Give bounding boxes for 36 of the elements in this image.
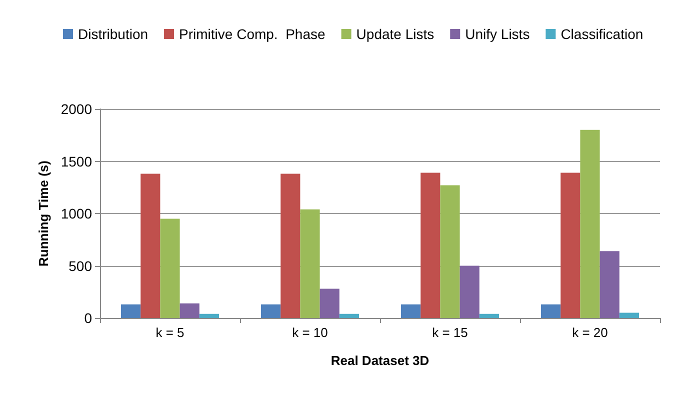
- bar: [320, 288, 340, 318]
- legend-label: Update Lists: [356, 26, 434, 42]
- bar: [420, 172, 440, 318]
- x-tick-label: k = 5: [156, 325, 184, 340]
- y-tick-label: 1500: [60, 153, 92, 170]
- legend-label: Primitive Comp. Phase: [179, 26, 326, 42]
- y-tick-label: 2000: [60, 101, 92, 117]
- bar: [160, 218, 180, 318]
- x-tick-label: k = 20: [572, 325, 608, 340]
- bar: [180, 303, 200, 318]
- y-tick-label: 1000: [60, 206, 92, 222]
- legend-label: Distribution: [78, 26, 148, 42]
- bar: [199, 314, 219, 318]
- x-tick-label: k = 10: [292, 325, 328, 340]
- bar: [261, 304, 281, 318]
- bar: [401, 304, 421, 318]
- legend-label: Unify Lists: [465, 26, 530, 42]
- y-tick-label: 500: [68, 258, 92, 274]
- bar: [121, 304, 141, 318]
- y-tick-label: 0: [84, 310, 92, 326]
- y-axis-title: Running Time (s): [36, 160, 51, 266]
- bar: [339, 314, 359, 318]
- bar: [479, 314, 499, 318]
- bar: [440, 185, 460, 318]
- bar: [580, 130, 600, 318]
- bar: [460, 266, 480, 318]
- bar: [280, 174, 300, 318]
- bar: [560, 172, 580, 318]
- x-axis-title: Real Dataset 3D: [330, 353, 430, 368]
- bar: [300, 209, 320, 318]
- legend-label: Classification: [560, 26, 644, 42]
- bar: [140, 174, 160, 318]
- bar: [541, 304, 561, 318]
- x-tick-label: k = 15: [432, 325, 468, 340]
- bar: [619, 312, 639, 318]
- bar: [600, 251, 620, 318]
